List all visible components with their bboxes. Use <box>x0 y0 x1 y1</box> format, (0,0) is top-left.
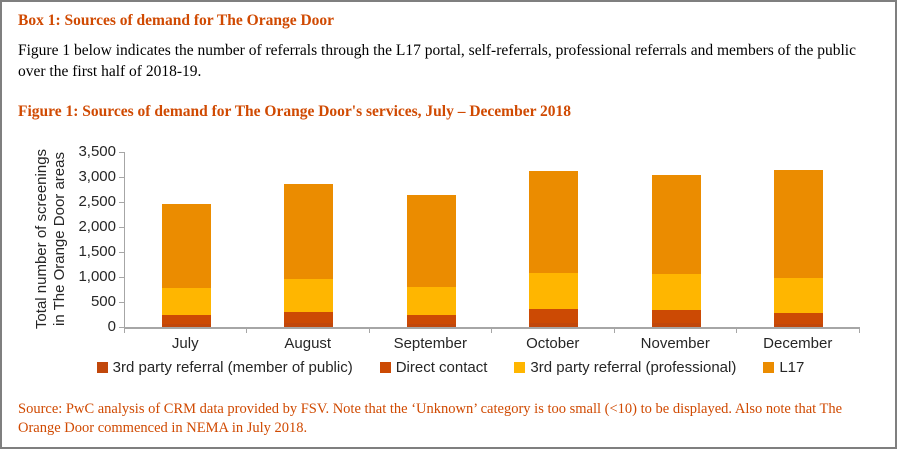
bar-segment <box>284 278 334 312</box>
legend-swatch-icon <box>514 362 526 373</box>
legend-item: 3rd party referral (member of public) <box>96 359 353 376</box>
stacked-bar-august <box>284 183 334 327</box>
bar-segment <box>406 315 456 324</box>
bar-segment <box>774 278 824 313</box>
y-tick-label: 500 <box>90 293 116 310</box>
bar-segment <box>406 287 456 315</box>
y-tick-mark <box>119 202 124 203</box>
bar-segment <box>284 183 334 279</box>
x-tick-mark <box>736 329 737 333</box>
y-tick-label: 2,500 <box>78 193 116 210</box>
legend-label: L17 <box>779 359 805 376</box>
box-title: Box 1: Sources of demand for The Orange … <box>18 12 335 29</box>
bar-segment <box>651 322 701 327</box>
bar-segment <box>529 272 579 309</box>
stacked-bar-october <box>529 170 579 327</box>
legend-item: 3rd party referral (professional) <box>514 359 736 376</box>
legend-label: 3rd party referral (professional) <box>530 359 737 376</box>
x-axis-label-december: December <box>763 335 833 352</box>
x-axis-label-october: October <box>526 335 580 352</box>
y-tick-label: 2,000 <box>78 218 116 235</box>
bar-segment <box>529 322 579 327</box>
legend-item: L17 <box>763 359 804 376</box>
bar-segment <box>774 313 824 324</box>
source-note: Source: PwC analysis of CRM data provide… <box>18 401 843 436</box>
y-tick-mark <box>119 277 124 278</box>
x-axis-label-september: September <box>393 335 467 352</box>
x-tick-mark <box>123 329 125 333</box>
stacked-bar-december <box>774 170 824 327</box>
stacked-bar-july <box>161 203 211 327</box>
bar-segment <box>651 273 701 310</box>
y-tick-label: 1,500 <box>78 243 116 260</box>
y-tick-label: 3,000 <box>78 168 116 185</box>
stacked-bar-september <box>406 194 456 327</box>
y-tick-mark <box>119 327 124 328</box>
y-tick-mark <box>119 152 124 153</box>
bar-segment <box>774 170 824 278</box>
legend-label: Direct contact <box>395 359 488 376</box>
y-tick-mark <box>119 177 124 178</box>
bar-segment <box>284 312 334 324</box>
x-tick-mark <box>368 329 370 333</box>
bar-segment <box>161 287 211 315</box>
bar-segment <box>406 194 456 287</box>
x-axis-label-november: November <box>640 335 710 352</box>
x-tick-mark <box>491 329 492 333</box>
plot-area <box>124 152 860 329</box>
legend-swatch-icon <box>763 362 775 373</box>
y-tick-mark <box>119 252 124 253</box>
legend-swatch-icon <box>96 362 108 373</box>
bar-segment <box>774 323 824 327</box>
y-tick-label: 3,500 <box>78 143 116 160</box>
bar-segment <box>161 324 211 327</box>
bar-segment <box>161 314 211 324</box>
bar-segment <box>529 170 579 273</box>
figure-title: Figure 1: Sources of demand for The Oran… <box>18 103 572 120</box>
bar-segment <box>529 309 579 323</box>
x-tick-mark <box>858 329 860 333</box>
stacked-bar-november <box>651 174 701 327</box>
legend-label: 3rd party referral (member of public) <box>112 359 353 376</box>
y-tick-mark <box>119 302 124 303</box>
bar-segment <box>161 203 211 288</box>
x-axis-label-july: July <box>171 335 199 352</box>
chart-legend: 3rd party referral (member of public) Dir… <box>2 359 895 376</box>
y-tick-mark <box>119 227 124 228</box>
x-tick-mark <box>613 329 615 333</box>
intro-text: Figure 1 below indicates the number of r… <box>18 42 856 80</box>
bar-segment <box>651 309 701 323</box>
x-tick-mark <box>246 329 247 333</box>
bar-segment <box>406 324 456 327</box>
y-tick-label: 0 <box>107 318 116 335</box>
y-tick-label: 1,000 <box>78 268 116 285</box>
x-axis-label-august: August <box>284 335 332 352</box>
legend-swatch-icon <box>379 362 391 373</box>
bar-segment <box>651 174 701 274</box>
bar-segment <box>284 323 334 327</box>
legend-item: Direct contact <box>379 359 488 376</box>
